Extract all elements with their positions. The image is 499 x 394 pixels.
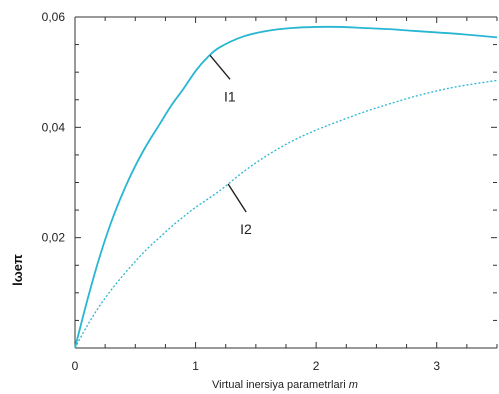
- x-axis-title-text: Virtual inersiya parametrlari: [212, 379, 346, 391]
- x-axis: 0 1 2 3: [72, 17, 498, 373]
- annotation-leader-i2: [227, 183, 247, 213]
- y-axis-title: lωeπ: [10, 254, 25, 286]
- x-tick-label: 2: [313, 359, 320, 373]
- y-tick-label: 0,06: [42, 10, 66, 24]
- y-tick-label: 0,02: [42, 231, 66, 245]
- x-axis-title-variable: m: [349, 379, 358, 391]
- x-axis-title: Virtual inersiya parametrlari m: [212, 379, 358, 391]
- series-layer: [74, 25, 498, 349]
- annotation-label-i1: I1: [224, 88, 236, 104]
- x-tick-label: 3: [433, 359, 440, 373]
- annotation-label-i2: I2: [240, 221, 252, 237]
- plot-frame: [74, 16, 497, 349]
- annotation-layer: I1 I2: [209, 54, 252, 237]
- y-tick-label: 0,04: [42, 120, 66, 134]
- series-line-i2: [74, 79, 498, 349]
- series-line-i1: [74, 25, 498, 349]
- x-tick-label: 1: [192, 359, 199, 373]
- annotation-leader-i1: [209, 54, 231, 80]
- y-axis: 0,02 0,04 0,06: [42, 10, 497, 349]
- x-tick-label: 0: [72, 359, 79, 373]
